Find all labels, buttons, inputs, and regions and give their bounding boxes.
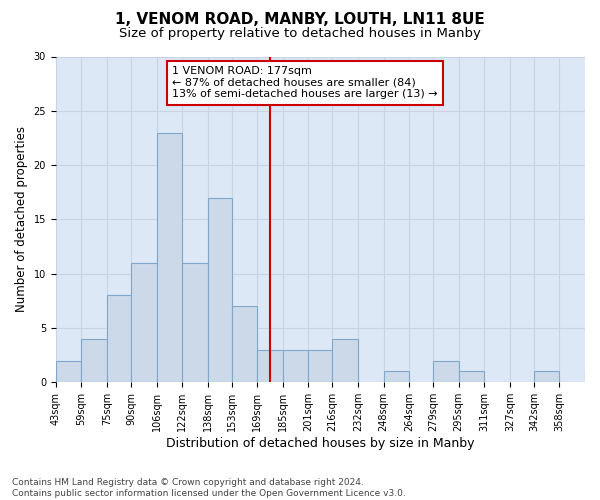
Bar — [131, 263, 157, 382]
Bar — [232, 306, 257, 382]
Bar — [534, 372, 559, 382]
Text: 1, VENOM ROAD, MANBY, LOUTH, LN11 8UE: 1, VENOM ROAD, MANBY, LOUTH, LN11 8UE — [115, 12, 485, 28]
Text: Contains HM Land Registry data © Crown copyright and database right 2024.
Contai: Contains HM Land Registry data © Crown c… — [12, 478, 406, 498]
Bar — [257, 350, 283, 382]
Bar — [107, 296, 131, 382]
Bar — [182, 263, 208, 382]
Bar — [82, 339, 107, 382]
Bar — [56, 360, 82, 382]
Bar — [383, 372, 409, 382]
Bar — [157, 132, 182, 382]
Y-axis label: Number of detached properties: Number of detached properties — [15, 126, 28, 312]
X-axis label: Distribution of detached houses by size in Manby: Distribution of detached houses by size … — [166, 437, 475, 450]
Bar — [308, 350, 332, 382]
Bar — [332, 339, 358, 382]
Bar — [585, 372, 600, 382]
Bar — [208, 198, 232, 382]
Bar — [283, 350, 308, 382]
Text: Size of property relative to detached houses in Manby: Size of property relative to detached ho… — [119, 28, 481, 40]
Text: 1 VENOM ROAD: 177sqm
← 87% of detached houses are smaller (84)
13% of semi-detac: 1 VENOM ROAD: 177sqm ← 87% of detached h… — [172, 66, 438, 100]
Bar — [458, 372, 484, 382]
Bar — [433, 360, 458, 382]
